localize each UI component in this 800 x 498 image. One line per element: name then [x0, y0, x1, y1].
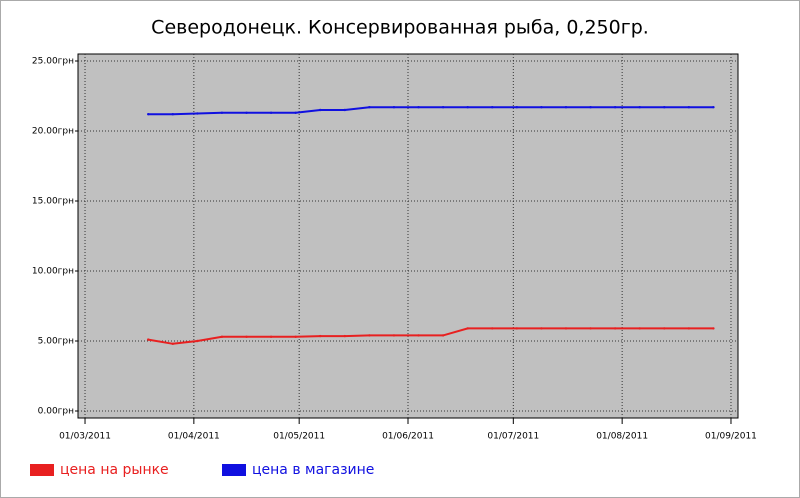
x-tick-label: 01/05/2011 [273, 432, 325, 442]
x-tick-label: 01/03/2011 [59, 432, 111, 442]
data-point [687, 327, 691, 330]
data-point [343, 108, 347, 112]
x-tick-label: 01/04/2011 [168, 432, 220, 442]
data-point [269, 335, 273, 338]
data-point [564, 106, 568, 109]
data-point [319, 334, 322, 338]
data-point [638, 106, 641, 109]
series-line [148, 327, 714, 345]
legend-swatch [30, 464, 54, 476]
data-point [441, 106, 445, 109]
data-point [392, 334, 396, 337]
data-point [294, 335, 297, 338]
data-point [613, 327, 617, 330]
data-point [171, 342, 174, 345]
data-point [343, 334, 347, 338]
y-tick-label: 20.00грн [32, 127, 74, 137]
data-point [712, 106, 715, 109]
data-point [417, 334, 420, 337]
legend-swatch [222, 464, 246, 476]
data-point [515, 106, 519, 109]
data-point [171, 113, 174, 116]
data-point [515, 327, 519, 330]
series-line [148, 106, 714, 116]
data-point [491, 106, 494, 109]
data-point [245, 111, 248, 115]
legend-label: цена в магазине [252, 462, 374, 478]
y-tick-label: 5.00грн [38, 337, 74, 347]
data-point [417, 106, 420, 109]
data-point [564, 327, 568, 330]
data-point [441, 334, 445, 337]
data-point [540, 106, 543, 109]
x-tick-label: 01/09/2011 [705, 432, 757, 442]
data-point [540, 327, 543, 330]
data-point [687, 106, 691, 109]
legend-label: цена на рынке [60, 462, 169, 478]
data-point [466, 327, 469, 330]
data-point [147, 113, 150, 116]
data-point [196, 339, 199, 343]
data-point [663, 106, 666, 109]
data-point [220, 335, 224, 338]
data-point [392, 106, 396, 109]
data-point [269, 111, 273, 115]
y-tick-label: 0.00грн [38, 407, 74, 417]
data-point [613, 106, 617, 109]
chart-title: Северодонецк. Консервированная рыба, 0,2… [151, 17, 649, 39]
data-point [589, 106, 592, 109]
data-point [368, 334, 371, 337]
y-tick-label: 10.00грн [32, 267, 74, 277]
x-tick-label: 01/07/2011 [487, 432, 539, 442]
y-tick-label: 15.00грн [32, 197, 74, 207]
data-point [466, 106, 469, 109]
data-point [245, 335, 248, 338]
x-tick-label: 01/06/2011 [382, 432, 434, 442]
data-point [663, 327, 666, 330]
data-point [196, 112, 199, 115]
data-point [220, 111, 224, 115]
data-point [712, 327, 715, 330]
data-point [368, 106, 371, 109]
x-tick-label: 01/08/2011 [596, 432, 648, 442]
data-point [147, 338, 150, 341]
data-point [638, 327, 641, 330]
data-point [491, 327, 494, 330]
data-point [294, 111, 297, 115]
data-point [319, 108, 322, 112]
y-tick-label: 25.00грн [32, 57, 74, 67]
data-point [589, 327, 592, 330]
